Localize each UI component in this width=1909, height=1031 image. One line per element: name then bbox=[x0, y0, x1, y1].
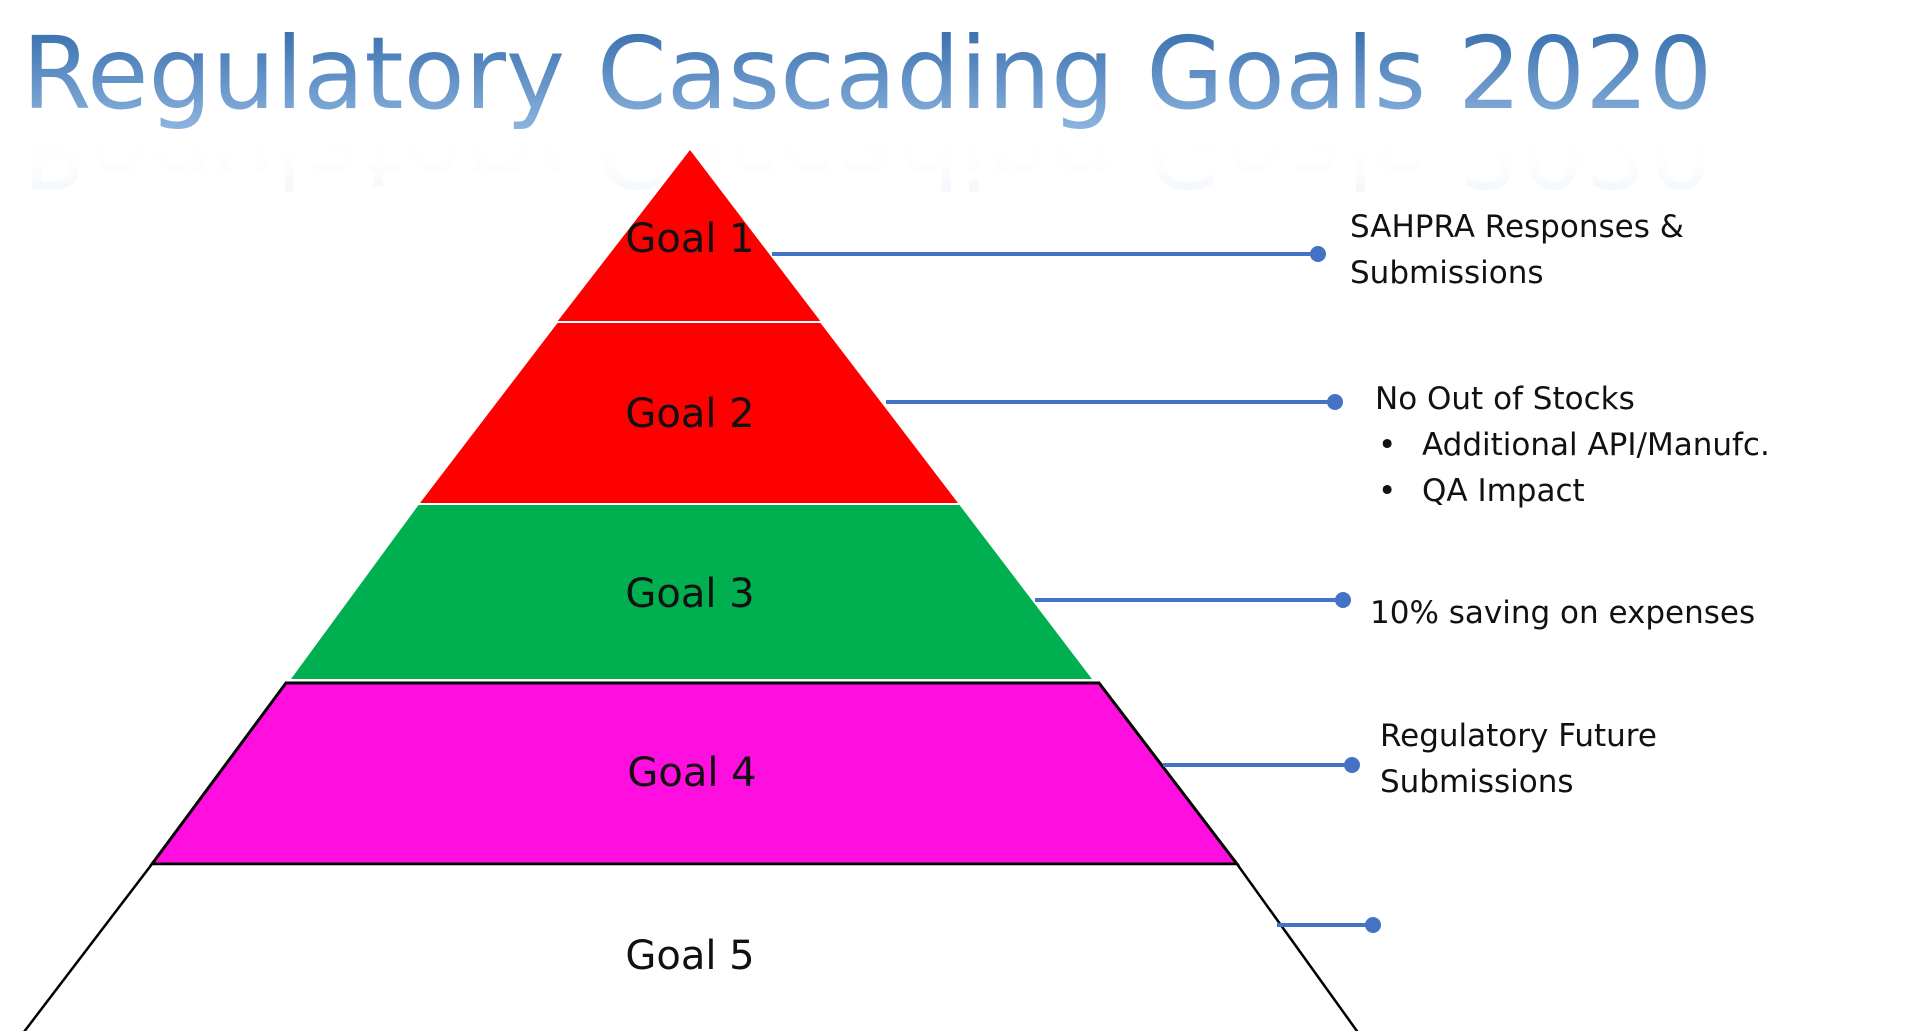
goal-4-description-line-2: Submissions bbox=[1380, 764, 1574, 800]
goal-1-description-line-1: SAHPRA Responses & bbox=[1350, 209, 1684, 245]
goal-2-description-line-1: No Out of Stocks bbox=[1375, 381, 1635, 417]
goal-3-label: Goal 3 bbox=[625, 571, 754, 617]
goal-5-label: Goal 5 bbox=[625, 933, 754, 979]
connector-dot-goal-4 bbox=[1344, 757, 1360, 773]
connector-dot-goal-3 bbox=[1335, 592, 1351, 608]
connector-dot-goal-5 bbox=[1365, 917, 1381, 933]
title-reflection: Regulatory Cascading Goals 2020 bbox=[22, 92, 1712, 209]
goal-4-description-line-1: Regulatory Future bbox=[1380, 718, 1657, 754]
connectors bbox=[772, 246, 1381, 933]
connector-dot-goal-1 bbox=[1310, 246, 1326, 262]
goal-3-description-line-1: 10% saving on expenses bbox=[1370, 595, 1755, 631]
goal-descriptions: SAHPRA Responses & Submissions No Out of… bbox=[1350, 209, 1770, 800]
goal-2-bullet-1: Additional API/Manufc. bbox=[1422, 427, 1770, 463]
goal-2-bullet-2-glyph: • bbox=[1378, 473, 1396, 509]
goal-2-bullet-1-glyph: • bbox=[1378, 427, 1396, 463]
goal-1-description-line-2: Submissions bbox=[1350, 255, 1544, 291]
goal-2-bullet-2: QA Impact bbox=[1422, 473, 1585, 509]
pyramid: Goal 1 Goal 2 Goal 3 Goal 4 Goal 5 bbox=[23, 150, 1359, 1031]
title-group: Regulatory Cascading Goals 2020 Regulato… bbox=[22, 15, 1712, 209]
pyramid-layer-goal-1 bbox=[557, 150, 821, 322]
goal-1-label: Goal 1 bbox=[625, 216, 754, 262]
goal-4-label: Goal 4 bbox=[627, 750, 756, 796]
pyramid-layer-goal-5 bbox=[23, 862, 1359, 1031]
page-title: Regulatory Cascading Goals 2020 bbox=[22, 15, 1712, 132]
connector-dot-goal-2 bbox=[1327, 394, 1343, 410]
pyramid-layer-goal-3 bbox=[287, 503, 1097, 681]
goal-2-label: Goal 2 bbox=[625, 391, 754, 437]
